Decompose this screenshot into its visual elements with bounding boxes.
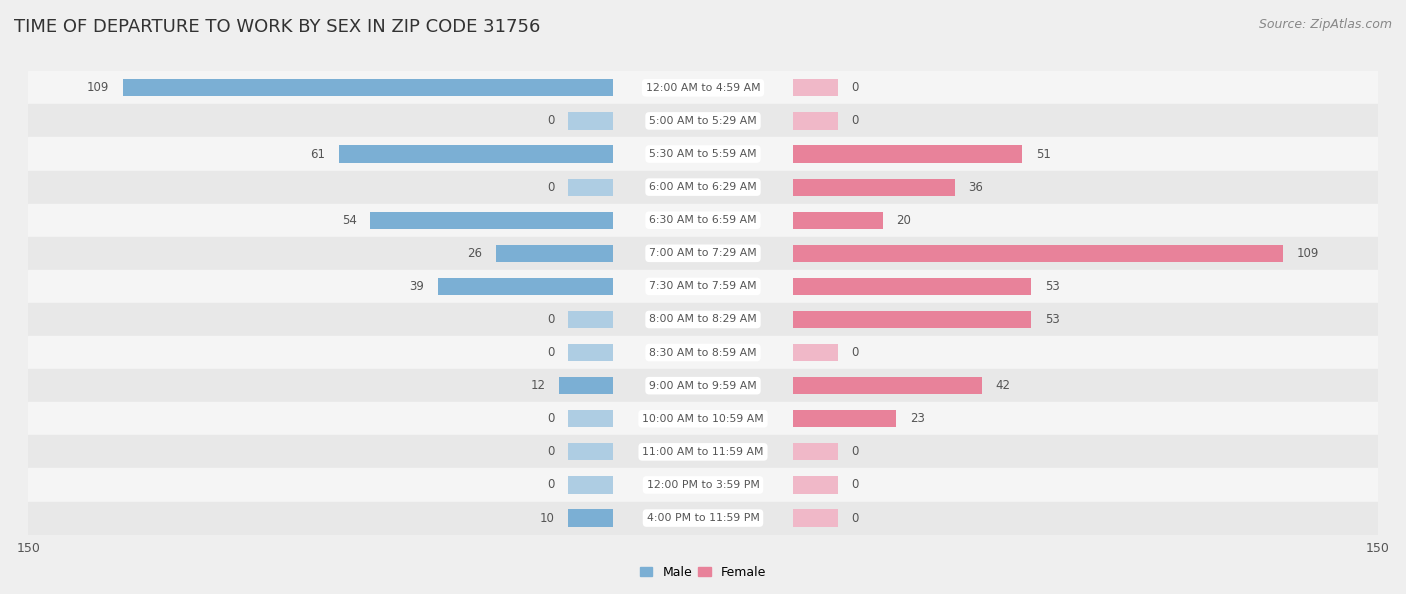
- Text: 12: 12: [530, 379, 546, 392]
- Bar: [568, 179, 613, 195]
- Bar: [28, 336, 1378, 369]
- Text: 0: 0: [852, 446, 859, 459]
- Legend: Male, Female: Male, Female: [636, 561, 770, 584]
- Bar: [793, 79, 838, 96]
- Text: 7:30 AM to 7:59 AM: 7:30 AM to 7:59 AM: [650, 282, 756, 292]
- Bar: [793, 443, 838, 460]
- Bar: [793, 112, 838, 129]
- Bar: [793, 510, 838, 527]
- Bar: [28, 435, 1378, 469]
- Text: 53: 53: [1045, 313, 1060, 326]
- Text: 6:00 AM to 6:29 AM: 6:00 AM to 6:29 AM: [650, 182, 756, 192]
- Text: 11:00 AM to 11:59 AM: 11:00 AM to 11:59 AM: [643, 447, 763, 457]
- Text: 0: 0: [547, 115, 554, 128]
- Text: 10: 10: [540, 511, 554, 525]
- Text: 7:00 AM to 7:29 AM: 7:00 AM to 7:29 AM: [650, 248, 756, 258]
- Text: 0: 0: [547, 478, 554, 491]
- Text: 39: 39: [409, 280, 425, 293]
- Bar: [568, 112, 613, 129]
- Bar: [568, 311, 613, 328]
- Text: 0: 0: [547, 412, 554, 425]
- Bar: [568, 510, 613, 527]
- Bar: [793, 377, 981, 394]
- Text: 0: 0: [852, 81, 859, 94]
- Text: 53: 53: [1045, 280, 1060, 293]
- Text: 0: 0: [547, 313, 554, 326]
- Bar: [28, 170, 1378, 204]
- Bar: [28, 71, 1378, 105]
- Bar: [560, 377, 613, 394]
- Bar: [793, 179, 955, 195]
- Bar: [28, 270, 1378, 303]
- Bar: [793, 476, 838, 494]
- Bar: [496, 245, 613, 262]
- Text: 23: 23: [910, 412, 925, 425]
- Bar: [437, 278, 613, 295]
- Bar: [793, 311, 1032, 328]
- Text: TIME OF DEPARTURE TO WORK BY SEX IN ZIP CODE 31756: TIME OF DEPARTURE TO WORK BY SEX IN ZIP …: [14, 18, 540, 36]
- Text: 0: 0: [547, 346, 554, 359]
- Text: 42: 42: [995, 379, 1011, 392]
- Bar: [28, 369, 1378, 402]
- Text: 4:00 PM to 11:59 PM: 4:00 PM to 11:59 PM: [647, 513, 759, 523]
- Text: 0: 0: [852, 346, 859, 359]
- Text: 109: 109: [87, 81, 110, 94]
- Bar: [28, 501, 1378, 535]
- Text: 36: 36: [969, 181, 983, 194]
- Bar: [568, 443, 613, 460]
- Text: 0: 0: [547, 181, 554, 194]
- Text: 0: 0: [852, 115, 859, 128]
- Bar: [793, 245, 1284, 262]
- Bar: [28, 204, 1378, 237]
- Bar: [568, 344, 613, 361]
- Text: 26: 26: [468, 247, 482, 260]
- Text: 0: 0: [852, 478, 859, 491]
- Text: 8:30 AM to 8:59 AM: 8:30 AM to 8:59 AM: [650, 347, 756, 358]
- Text: 0: 0: [852, 511, 859, 525]
- Bar: [793, 146, 1022, 163]
- Text: 51: 51: [1036, 147, 1050, 160]
- Text: 12:00 PM to 3:59 PM: 12:00 PM to 3:59 PM: [647, 480, 759, 490]
- Bar: [28, 303, 1378, 336]
- Text: 61: 61: [311, 147, 325, 160]
- Bar: [568, 410, 613, 427]
- Bar: [793, 278, 1032, 295]
- Text: 54: 54: [342, 214, 357, 227]
- Text: 5:00 AM to 5:29 AM: 5:00 AM to 5:29 AM: [650, 116, 756, 126]
- Bar: [28, 105, 1378, 137]
- Text: 5:30 AM to 5:59 AM: 5:30 AM to 5:59 AM: [650, 149, 756, 159]
- Text: Source: ZipAtlas.com: Source: ZipAtlas.com: [1258, 18, 1392, 31]
- Text: 10:00 AM to 10:59 AM: 10:00 AM to 10:59 AM: [643, 414, 763, 424]
- Text: 0: 0: [547, 446, 554, 459]
- Bar: [370, 211, 613, 229]
- Bar: [122, 79, 613, 96]
- Bar: [793, 211, 883, 229]
- Text: 20: 20: [897, 214, 911, 227]
- Bar: [28, 237, 1378, 270]
- Text: 109: 109: [1296, 247, 1319, 260]
- Text: 6:30 AM to 6:59 AM: 6:30 AM to 6:59 AM: [650, 215, 756, 225]
- Bar: [28, 137, 1378, 170]
- Text: 8:00 AM to 8:29 AM: 8:00 AM to 8:29 AM: [650, 314, 756, 324]
- Text: 9:00 AM to 9:59 AM: 9:00 AM to 9:59 AM: [650, 381, 756, 391]
- Bar: [793, 344, 838, 361]
- Bar: [28, 402, 1378, 435]
- Text: 12:00 AM to 4:59 AM: 12:00 AM to 4:59 AM: [645, 83, 761, 93]
- Bar: [28, 469, 1378, 501]
- Bar: [793, 410, 897, 427]
- Bar: [339, 146, 613, 163]
- Bar: [568, 476, 613, 494]
